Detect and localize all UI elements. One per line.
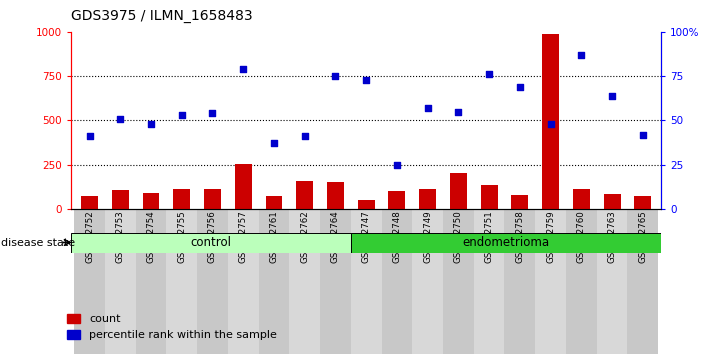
Bar [235, 164, 252, 209]
Point [637, 132, 648, 137]
Point [545, 121, 556, 127]
Bar [450, 173, 467, 209]
Text: endometrioma: endometrioma [462, 236, 550, 249]
Bar [597, 209, 627, 354]
Point [360, 77, 372, 82]
Bar [542, 34, 559, 209]
Point [207, 110, 218, 116]
Text: disease state: disease state [1, 238, 75, 248]
Bar [228, 209, 259, 354]
Bar [634, 195, 651, 209]
Point [483, 72, 495, 77]
Text: GDS3975 / ILMN_1658483: GDS3975 / ILMN_1658483 [71, 9, 252, 23]
Bar [481, 185, 498, 209]
Point [145, 121, 156, 127]
Bar [173, 189, 191, 209]
Text: control: control [191, 236, 231, 249]
Bar [81, 196, 98, 209]
Bar [573, 189, 589, 209]
Bar [351, 209, 382, 354]
Bar [327, 182, 344, 209]
Point [330, 73, 341, 79]
Point [453, 109, 464, 114]
Bar [74, 209, 105, 354]
Bar [112, 190, 129, 209]
Legend: count, percentile rank within the sample: count, percentile rank within the sample [63, 309, 282, 345]
Bar [166, 209, 197, 354]
Point [299, 133, 311, 139]
Point [237, 66, 249, 72]
Bar [535, 209, 566, 354]
Bar [259, 209, 289, 354]
Bar [320, 209, 351, 354]
Bar [143, 193, 159, 209]
Point [84, 133, 95, 139]
Bar [358, 200, 375, 209]
Bar [351, 233, 661, 253]
Point [391, 162, 402, 167]
Bar [505, 209, 535, 354]
Point [422, 105, 433, 111]
Bar [388, 191, 405, 209]
Bar [604, 194, 621, 209]
Bar [474, 209, 505, 354]
Bar [197, 209, 228, 354]
Bar [419, 189, 436, 209]
Bar [71, 233, 351, 253]
Bar [289, 209, 320, 354]
Bar [204, 189, 221, 209]
Point [114, 116, 126, 121]
Bar [296, 181, 313, 209]
Bar [566, 209, 597, 354]
Point [514, 84, 525, 90]
Point [268, 141, 279, 146]
Bar [136, 209, 166, 354]
Bar [511, 195, 528, 209]
Bar [382, 209, 412, 354]
Bar [105, 209, 136, 354]
Bar [443, 209, 474, 354]
Point [576, 52, 587, 58]
Point [176, 112, 188, 118]
Bar [627, 209, 658, 354]
Point [606, 93, 618, 98]
Bar [265, 195, 282, 209]
Bar [412, 209, 443, 354]
